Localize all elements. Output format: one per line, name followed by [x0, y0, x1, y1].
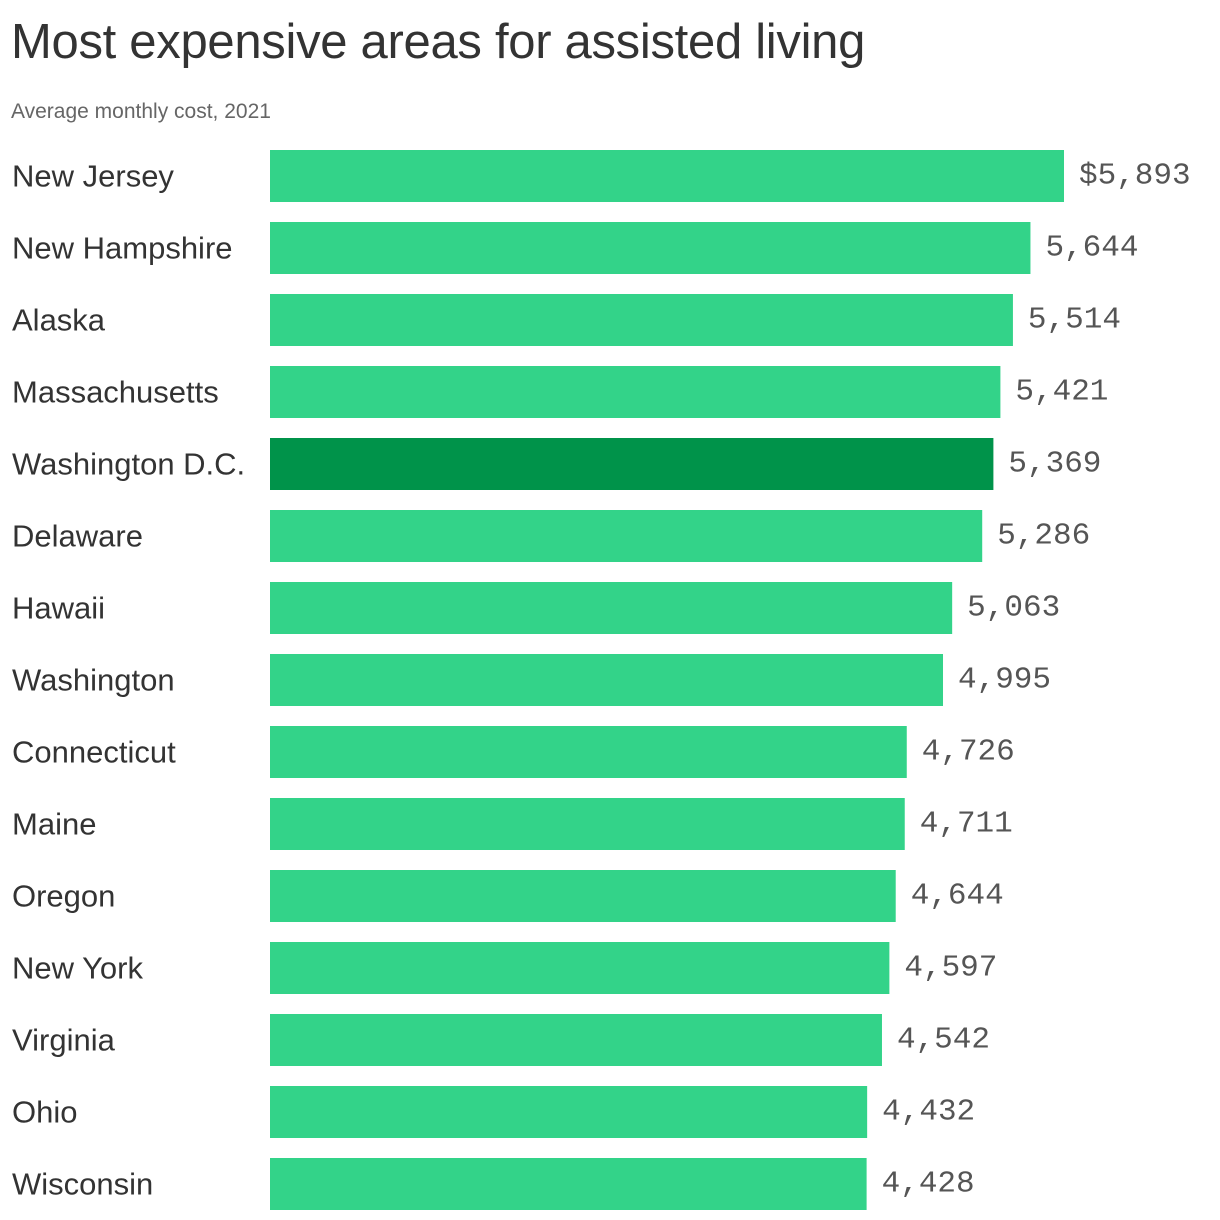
bar — [270, 222, 1031, 274]
chart-subtitle: Average monthly cost, 2021 — [11, 100, 271, 123]
chart-title: Most expensive areas for assisted living — [11, 15, 866, 69]
value-label: 5,514 — [1028, 303, 1121, 338]
bar — [270, 366, 1001, 418]
value-label: 5,369 — [1008, 447, 1101, 482]
category-label: New York — [12, 951, 143, 986]
category-label: Wisconsin — [12, 1167, 153, 1202]
category-label: Connecticut — [12, 735, 176, 770]
category-label: Ohio — [12, 1095, 77, 1130]
value-label: 5,421 — [1015, 375, 1108, 410]
category-label: Delaware — [12, 519, 143, 554]
bar — [270, 1158, 867, 1210]
bar — [270, 798, 905, 850]
category-label: Hawaii — [12, 591, 105, 626]
bar — [270, 1014, 882, 1066]
bar — [270, 726, 907, 778]
bar — [270, 1086, 868, 1138]
bar — [270, 870, 896, 922]
bar — [270, 510, 983, 562]
category-label: Massachusetts — [12, 375, 219, 410]
bar — [270, 582, 953, 634]
category-label: Virginia — [12, 1023, 116, 1058]
value-label: 4,542 — [897, 1023, 990, 1058]
value-label: 4,428 — [882, 1167, 975, 1202]
bar — [270, 438, 994, 490]
category-label: New Jersey — [12, 159, 174, 194]
category-label: New Hampshire — [12, 231, 233, 266]
category-label: Washington — [12, 663, 175, 698]
value-label: 4,726 — [922, 735, 1015, 770]
category-label: Maine — [12, 807, 96, 842]
value-label: 4,644 — [911, 879, 1004, 914]
value-label: 5,063 — [967, 591, 1060, 626]
value-label: 4,432 — [882, 1095, 975, 1130]
category-label: Washington D.C. — [12, 447, 245, 482]
bar — [270, 294, 1013, 346]
value-label: 5,286 — [997, 519, 1090, 554]
category-label: Alaska — [12, 303, 106, 338]
value-label: 4,597 — [904, 951, 997, 986]
category-label: Oregon — [12, 879, 115, 914]
value-label: 4,711 — [920, 807, 1013, 842]
value-label: 5,644 — [1045, 231, 1138, 266]
bar — [270, 150, 1064, 202]
bar — [270, 942, 890, 994]
value-label: $5,893 — [1079, 159, 1191, 194]
bar — [270, 654, 944, 706]
value-label: 4,995 — [958, 663, 1051, 698]
